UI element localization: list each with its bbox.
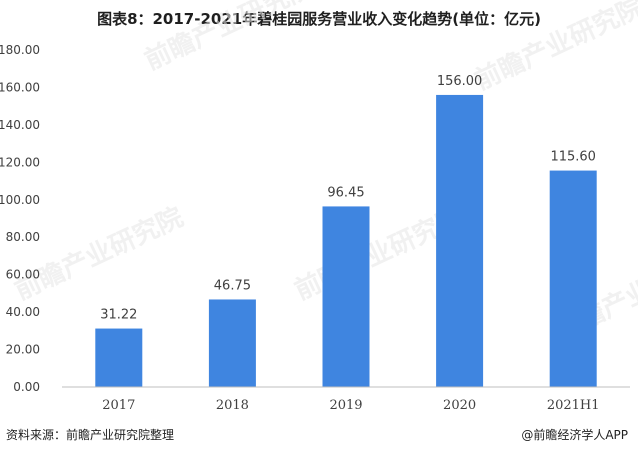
y-tick-label: 40.00 bbox=[6, 305, 40, 319]
bar bbox=[95, 328, 143, 387]
y-tick-label: 80.00 bbox=[6, 230, 40, 244]
watermark-text: 前瞻产业研究院 bbox=[140, 0, 318, 76]
brand-credit: @前瞻经济学人APP bbox=[521, 428, 628, 442]
y-tick-label: 60.00 bbox=[6, 268, 40, 282]
data-label: 31.22 bbox=[100, 308, 137, 323]
x-tick-label: 2019 bbox=[329, 398, 362, 413]
data-label: 156.00 bbox=[437, 74, 483, 89]
data-label: 46.75 bbox=[214, 278, 251, 293]
y-tick-label: 100.00 bbox=[0, 193, 40, 207]
x-tick-label: 2021H1 bbox=[547, 398, 600, 413]
y-tick-label: 0.00 bbox=[13, 380, 40, 394]
bars: 31.22 46.75 96.45 156.00 115.60 bbox=[95, 74, 597, 387]
bar bbox=[436, 94, 484, 387]
watermark-text: 前瞻产业研究院 bbox=[470, 0, 638, 96]
watermark-text: 前瞻产业研究院 bbox=[10, 201, 188, 306]
source-note: 资料来源：前瞻产业研究院整理 bbox=[6, 428, 175, 442]
y-tick-label: 160.00 bbox=[0, 80, 40, 94]
y-tick-label: 140.00 bbox=[0, 118, 40, 132]
x-axis: 2017 2018 2019 2020 2021H1 bbox=[62, 386, 630, 413]
data-label: 115.60 bbox=[550, 150, 596, 165]
y-tick-label: 120.00 bbox=[0, 155, 40, 169]
x-tick-label: 2018 bbox=[216, 398, 249, 413]
data-label: 96.45 bbox=[327, 185, 364, 200]
x-tick-label: 2020 bbox=[443, 398, 476, 413]
chart-title: 图表8：2017-2021年碧桂园服务营业收入变化趋势(单位：亿元) bbox=[97, 10, 541, 28]
bar bbox=[322, 206, 370, 387]
y-axis: 0.00 20.00 40.00 60.00 80.00 100.00 120.00 140.… bbox=[0, 43, 40, 394]
bar bbox=[549, 170, 597, 387]
bar bbox=[208, 299, 256, 387]
x-tick-label: 2017 bbox=[102, 398, 135, 413]
y-tick-label: 180.00 bbox=[0, 43, 40, 57]
y-tick-label: 20.00 bbox=[6, 343, 40, 357]
